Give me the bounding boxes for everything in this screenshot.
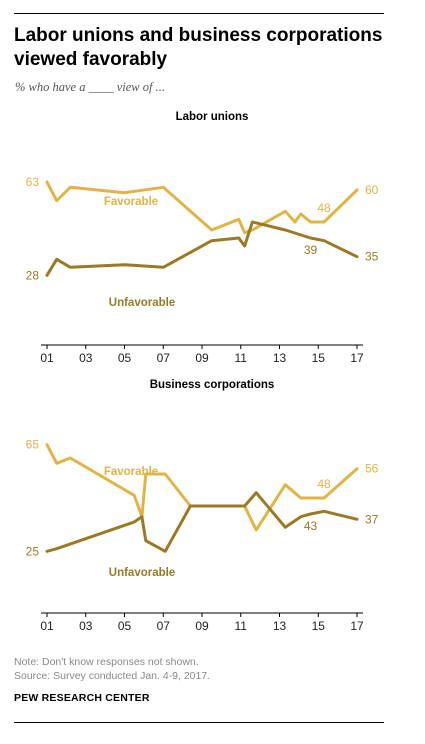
x-tick-label: 05 [118, 351, 132, 365]
series-line-favorable [45, 180, 359, 235]
business-corporations-chart: Business corporations 01 03 05 07 09 11 13 15 17 6… [26, 379, 379, 633]
data-label-unfavorable: 28 [26, 268, 40, 282]
x-tick-label: 05 [118, 619, 132, 633]
x-tick-label: 17 [350, 619, 364, 633]
x-tick-label: 09 [195, 619, 209, 633]
labor-unions-chart: Labor unions 01 03 05 07 09 11 13 15 17 63 60 48 Favo… [26, 111, 379, 365]
data-label-favorable: 56 [365, 462, 379, 476]
series-name-favorable: Favorable [104, 466, 158, 478]
data-label-favorable: 48 [317, 201, 331, 215]
x-tick-label: 15 [312, 619, 326, 633]
x-tick-label: 17 [350, 351, 364, 365]
data-label-favorable: 63 [26, 175, 40, 189]
x-tick-label: 13 [273, 619, 287, 633]
series-line-favorable [45, 443, 359, 532]
x-tick-label: 01 [40, 351, 54, 365]
top-rule [14, 13, 384, 14]
x-tick-label: 01 [40, 619, 54, 633]
data-label-unfavorable: 43 [304, 519, 318, 533]
series-name-favorable: Favorable [104, 196, 158, 208]
series-name-unfavorable: Unfavorable [109, 567, 175, 579]
x-tick-label: 11 [235, 351, 248, 365]
series-line-unfavorable [45, 491, 359, 553]
bottom-rule [14, 722, 384, 723]
x-tick-label: 03 [79, 619, 93, 633]
chart-title: Business corporations [150, 379, 275, 391]
data-label-favorable: 60 [365, 183, 379, 197]
x-tick-label: 07 [157, 619, 171, 633]
x-tick-label: 15 [312, 351, 326, 365]
x-tick-label: 11 [235, 619, 248, 633]
page-subtitle: % who have a ____ view of ... [15, 80, 165, 94]
x-tick-label: 09 [195, 351, 209, 365]
source-note: Source: Survey conducted Jan. 4-9, 2017. [14, 670, 211, 682]
data-label-unfavorable: 35 [365, 250, 379, 264]
x-tick-label: 13 [273, 351, 287, 365]
footnote: Note: Don't know responses not shown. [14, 656, 199, 668]
data-label-favorable: 65 [26, 438, 40, 452]
data-label-unfavorable: 37 [365, 512, 379, 526]
x-tick-label: 03 [79, 351, 93, 365]
series-line-unfavorable [45, 220, 359, 277]
chart-title: Labor unions [176, 111, 249, 123]
data-label-unfavorable: 39 [304, 243, 318, 257]
org-name: PEW RESEARCH CENTER [14, 692, 150, 704]
data-label-favorable: 48 [317, 477, 331, 491]
series-name-unfavorable: Unfavorable [109, 297, 175, 309]
x-tick-label: 07 [157, 351, 171, 365]
page-title: Labor unions and business corporations v… [14, 25, 383, 70]
data-label-unfavorable: 25 [26, 544, 40, 558]
